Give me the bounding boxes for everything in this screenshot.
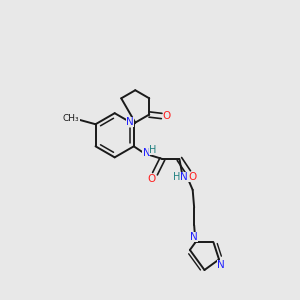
Text: N: N — [126, 117, 134, 127]
Text: N: N — [142, 148, 150, 158]
Text: N: N — [190, 232, 198, 242]
Text: CH₃: CH₃ — [63, 114, 80, 123]
Text: N: N — [180, 172, 188, 182]
Text: O: O — [163, 111, 171, 121]
Text: O: O — [189, 172, 197, 182]
Text: H: H — [173, 172, 181, 182]
Text: O: O — [147, 174, 156, 184]
Text: N: N — [217, 260, 224, 270]
Text: H: H — [149, 145, 156, 155]
